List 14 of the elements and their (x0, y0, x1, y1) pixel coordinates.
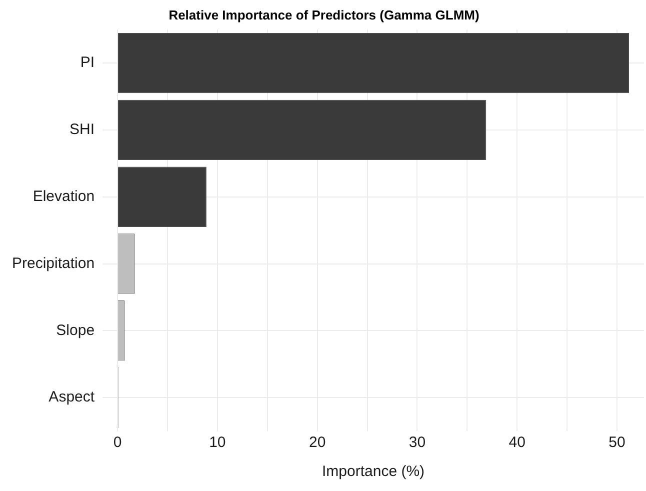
y-tick-label: Slope (56, 322, 95, 339)
x-tick-label: 20 (308, 434, 326, 452)
y-tick-label: Precipitation (12, 254, 95, 272)
x-axis-title: Importance (%) (322, 463, 425, 480)
x-tick-label: 30 (408, 434, 426, 452)
x-tick-label: 40 (508, 434, 526, 452)
y-tick-label: Aspect (48, 388, 96, 406)
x-tick-label: 50 (608, 434, 626, 452)
y-tick-label: PI (80, 54, 95, 72)
x-tick-label: 10 (209, 434, 226, 452)
y-tick-label: SHI (70, 121, 95, 138)
chart-title: Relative Importance of Predictors (Gamma GLMM) (168, 7, 480, 22)
y-tick-label: Elevation (32, 188, 95, 205)
x-tick-label: 0 (113, 434, 122, 452)
